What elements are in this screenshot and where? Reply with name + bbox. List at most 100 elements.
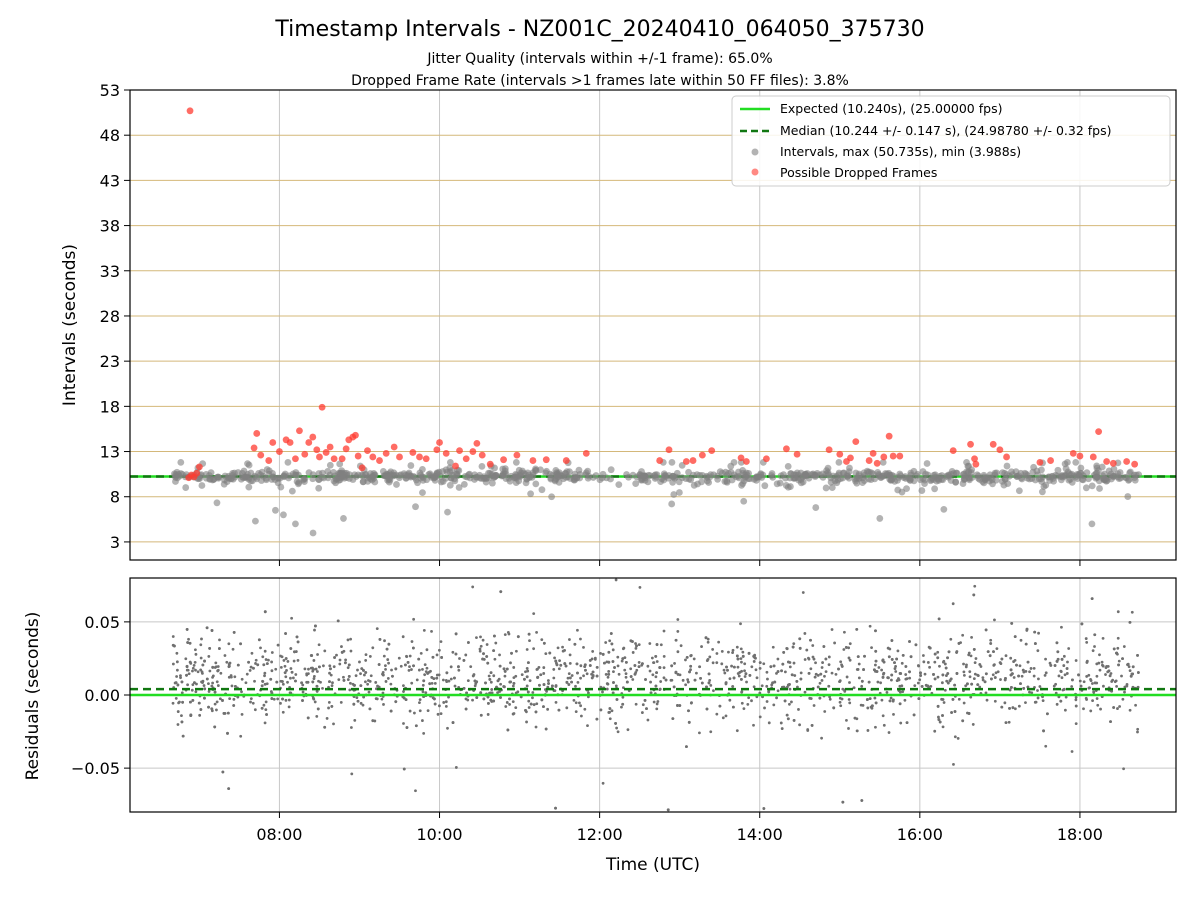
residual-point — [276, 697, 280, 701]
residual-point — [828, 697, 832, 701]
residual-point — [301, 699, 304, 702]
dropped-frame-point — [996, 446, 1004, 454]
interval-point — [407, 462, 415, 469]
residual-point — [624, 675, 628, 679]
residual-point — [780, 727, 784, 730]
residual-point — [375, 697, 379, 701]
dropped-frame-point — [396, 453, 403, 461]
residual-point — [1066, 660, 1069, 664]
residual-point — [180, 680, 184, 684]
residual-point — [840, 664, 844, 668]
interval-point — [950, 470, 958, 477]
residual-point — [620, 705, 623, 709]
residual-point — [614, 684, 618, 688]
residual-point — [230, 684, 234, 688]
residual-point — [283, 664, 287, 668]
residual-point — [646, 718, 650, 722]
residual-point — [659, 680, 663, 683]
residual-point — [535, 702, 539, 706]
residual-point — [674, 670, 678, 674]
residual-point — [1009, 668, 1013, 672]
residual-point — [189, 713, 193, 717]
residual-point — [917, 697, 921, 701]
residual-point — [433, 697, 436, 701]
residual-point — [524, 670, 527, 674]
interval-point — [1003, 462, 1011, 470]
interval-point — [288, 487, 296, 495]
residual-point — [1084, 637, 1088, 640]
residual-point — [397, 656, 401, 660]
interval-point — [527, 490, 534, 498]
interval-point — [562, 474, 570, 481]
interval-point — [675, 478, 683, 486]
residual-point — [479, 713, 483, 717]
residual-point — [347, 663, 351, 667]
interval-point — [998, 477, 1006, 485]
residual-point — [1111, 678, 1115, 682]
residual-point — [338, 662, 342, 666]
interval-point — [346, 471, 353, 479]
residual-point — [1115, 651, 1118, 655]
residual-point — [225, 660, 229, 664]
residual-point — [1117, 663, 1120, 667]
residual-point — [834, 672, 838, 676]
residual-point — [641, 703, 645, 707]
residual-point — [552, 676, 556, 680]
residual-point — [847, 656, 851, 660]
interval-point — [918, 487, 926, 494]
residual-point — [411, 646, 415, 650]
residual-point — [640, 711, 644, 714]
residual-point — [177, 701, 180, 705]
dropped-frame-point — [416, 453, 423, 461]
interval-point — [570, 475, 578, 483]
residual-point — [428, 682, 432, 686]
residual-point — [968, 670, 972, 674]
interval-point — [505, 474, 513, 482]
residual-point — [942, 701, 946, 704]
residual-point — [972, 677, 976, 681]
x-axis-label: Time (UTC) — [605, 855, 700, 875]
residual-point — [591, 650, 595, 653]
interval-point — [1042, 481, 1050, 489]
interval-point — [589, 474, 597, 481]
dropped-frame-point — [1095, 428, 1103, 436]
dropped-frame-point — [873, 459, 881, 467]
legend-box — [731, 95, 1171, 187]
residual-point — [908, 670, 911, 674]
residual-point — [425, 648, 429, 652]
residual-point — [570, 674, 574, 677]
dropped-frame-point — [390, 443, 398, 451]
interval-point — [538, 486, 546, 494]
residual-point — [487, 674, 491, 678]
residual-point — [424, 691, 428, 695]
residual-point — [440, 656, 444, 659]
residual-point — [464, 697, 468, 701]
dropped-frame-point — [478, 451, 486, 459]
residual-point — [399, 664, 403, 668]
residual-point — [287, 705, 291, 709]
residual-point — [715, 652, 719, 655]
residual-point — [928, 665, 931, 669]
residual-point — [769, 665, 773, 669]
legend: Expected (10.240s), (25.00000 fps) Media… — [731, 95, 1171, 187]
residual-point — [847, 727, 850, 730]
residual-point — [374, 681, 378, 684]
residual-point — [188, 660, 192, 664]
intervals-y-tick-label: 33 — [100, 262, 120, 281]
residual-point — [175, 660, 179, 664]
residual-point — [634, 646, 638, 650]
residual-point — [415, 678, 419, 682]
residual-point — [1079, 684, 1083, 688]
residual-point — [377, 663, 381, 666]
residual-point — [405, 654, 408, 658]
residual-point — [762, 807, 766, 810]
dropped-frame-point — [469, 448, 477, 455]
residual-point — [909, 655, 913, 659]
residual-point — [780, 669, 783, 673]
residual-point — [457, 665, 460, 669]
residual-point — [349, 649, 353, 653]
residual-point — [895, 657, 899, 661]
dropped-frame-point — [1109, 459, 1117, 467]
residual-point — [387, 642, 391, 646]
interval-point — [1088, 482, 1096, 490]
